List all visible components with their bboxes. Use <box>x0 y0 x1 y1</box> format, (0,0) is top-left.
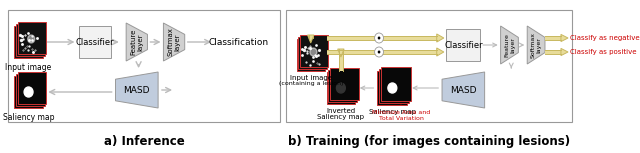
Polygon shape <box>338 49 344 57</box>
Text: a) Inference: a) Inference <box>104 135 184 148</box>
Bar <box>328 70 357 102</box>
Circle shape <box>388 83 397 93</box>
Bar <box>326 35 436 41</box>
Bar <box>330 68 358 100</box>
Text: b) Training (for images containing lesions): b) Training (for images containing lesio… <box>287 135 570 148</box>
Bar <box>545 36 561 40</box>
Bar <box>18 22 46 54</box>
Bar <box>326 72 355 104</box>
Bar <box>545 50 561 54</box>
Text: Classify as positive: Classify as positive <box>570 49 636 55</box>
Text: MASD: MASD <box>124 86 150 95</box>
Bar <box>14 76 43 108</box>
Bar <box>298 37 326 69</box>
Text: Softmax
layer: Softmax layer <box>168 28 180 56</box>
Circle shape <box>337 83 346 93</box>
Circle shape <box>378 37 380 39</box>
Polygon shape <box>561 34 568 42</box>
Text: Classifier: Classifier <box>76 37 115 47</box>
Bar <box>18 72 46 104</box>
Text: Input image: Input image <box>290 75 332 81</box>
Circle shape <box>28 35 35 43</box>
Circle shape <box>24 87 33 97</box>
Bar <box>79 26 111 58</box>
Text: Input image: Input image <box>5 63 52 72</box>
Text: Total Variation: Total Variation <box>379 116 424 121</box>
Text: Minimize Area and: Minimize Area and <box>372 110 430 115</box>
Text: Saliency map: Saliency map <box>3 113 54 122</box>
Bar <box>16 24 45 56</box>
Polygon shape <box>126 23 147 61</box>
Bar <box>286 10 572 122</box>
Bar <box>300 35 328 67</box>
Text: Classification: Classification <box>209 37 269 47</box>
Bar <box>377 71 408 105</box>
Bar <box>296 39 325 71</box>
Text: ·: · <box>377 47 381 57</box>
Text: Saliency map: Saliency map <box>369 109 416 115</box>
Text: Saliency map: Saliency map <box>317 114 364 120</box>
Text: ·: · <box>377 33 381 43</box>
Text: Inverted: Inverted <box>326 108 355 114</box>
Bar <box>16 74 45 106</box>
Text: Softmax
layer: Softmax layer <box>531 32 541 58</box>
Text: Classify as negative: Classify as negative <box>570 35 639 41</box>
Text: Feature
layer: Feature layer <box>131 29 143 55</box>
Circle shape <box>374 33 383 43</box>
Bar <box>308 35 313 38</box>
Polygon shape <box>442 72 484 108</box>
Text: MASD: MASD <box>450 86 477 95</box>
Circle shape <box>374 47 383 57</box>
Polygon shape <box>163 23 185 61</box>
Polygon shape <box>561 48 568 56</box>
Bar <box>326 50 436 54</box>
Polygon shape <box>115 72 158 108</box>
Bar <box>447 29 480 61</box>
Circle shape <box>378 50 380 54</box>
Bar <box>14 26 43 58</box>
Bar <box>339 49 343 71</box>
Text: Classifier: Classifier <box>444 41 483 50</box>
Polygon shape <box>308 35 314 43</box>
Polygon shape <box>436 34 444 42</box>
Bar <box>8 10 280 122</box>
Polygon shape <box>500 26 518 64</box>
Polygon shape <box>527 26 545 64</box>
Text: Feature
layer: Feature layer <box>504 33 515 57</box>
Circle shape <box>310 48 317 56</box>
Polygon shape <box>436 48 444 56</box>
Bar <box>379 69 409 103</box>
Text: (containing a lesion): (containing a lesion) <box>278 81 343 86</box>
Bar <box>381 67 411 101</box>
